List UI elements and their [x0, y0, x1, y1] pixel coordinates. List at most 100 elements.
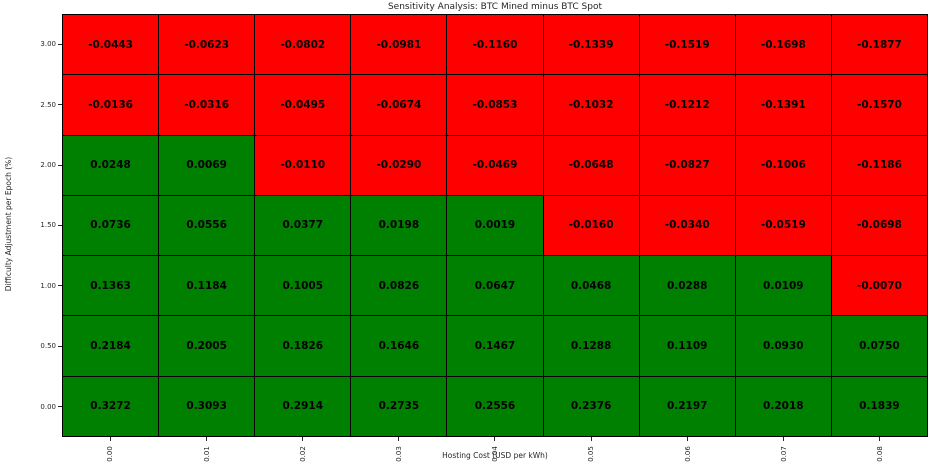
plot-area: -0.0443 -0.0623 -0.0802 -0.0981 -0.1160 -0.13… [62, 14, 928, 437]
heatmap-cell: -0.0853 [447, 75, 543, 135]
heatmap-cell: -0.1877 [831, 15, 927, 75]
y-tick-mark [58, 345, 62, 347]
heatmap-cell: 0.1005 [255, 256, 351, 316]
heatmap-cell: 0.2018 [735, 376, 831, 436]
heatmap-cell: 0.3093 [159, 376, 255, 436]
y-tick: 1.00 [0, 256, 62, 316]
heatmap-cell: -0.1212 [639, 75, 735, 135]
heatmap-cell: -0.1570 [831, 75, 927, 135]
heatmap-cell: -0.0340 [639, 195, 735, 256]
y-tick-label: 0.00 [40, 402, 56, 411]
heatmap-cell: -0.0519 [735, 195, 831, 256]
heatmap-cell: 0.0736 [63, 195, 159, 256]
heatmap-cell: -0.0316 [159, 75, 255, 135]
x-tick: 0.08 [832, 437, 928, 465]
y-tick: 1.50 [0, 195, 62, 255]
heatmap-cell: 0.2376 [543, 376, 639, 436]
y-tick-label: 1.00 [40, 281, 56, 290]
heatmap-cell: 0.0377 [255, 195, 351, 256]
x-tick-mark [398, 437, 400, 441]
heatmap-cell: 0.0750 [831, 316, 927, 376]
y-tick: 0.00 [0, 377, 62, 437]
x-tick-mark [783, 437, 785, 441]
heatmap-cell: -0.1698 [735, 15, 831, 75]
heatmap-cell: 0.1467 [447, 316, 543, 376]
x-tick-mark [590, 437, 592, 441]
heatmap-cell: 0.2914 [255, 376, 351, 436]
heatmap-cell: -0.0160 [543, 195, 639, 256]
heatmap-cell: 0.1184 [159, 256, 255, 316]
y-tick-label: 1.50 [40, 221, 56, 230]
y-tick: 2.50 [0, 74, 62, 134]
heatmap-cell: -0.0110 [255, 135, 351, 195]
y-tick-label: 0.50 [40, 342, 56, 351]
heatmap-cell: 0.0069 [159, 135, 255, 195]
y-tick-mark [58, 164, 62, 166]
heatmap-cell: 0.0468 [543, 256, 639, 316]
x-tick-mark [302, 437, 304, 441]
heatmap-cell: 0.0019 [447, 195, 543, 256]
heatmap-cell: 0.1288 [543, 316, 639, 376]
x-tick-mark [494, 437, 496, 441]
heatmap-cell: 0.0288 [639, 256, 735, 316]
y-tick-label: 3.00 [40, 40, 56, 49]
heatmap-cell: 0.1646 [351, 316, 447, 376]
heatmap-cell: 0.3272 [63, 376, 159, 436]
heatmap-cell: -0.0290 [351, 135, 447, 195]
x-tick-mark [109, 437, 111, 441]
x-tick: 0.01 [158, 437, 254, 465]
heatmap-cell: 0.1826 [255, 316, 351, 376]
x-tick: 0.02 [254, 437, 350, 465]
y-tick-mark [58, 285, 62, 287]
x-axis-label: Hosting Cost (USD per kWh) [442, 451, 548, 460]
y-tick: 2.00 [0, 135, 62, 195]
heatmap-cell: 0.2556 [447, 376, 543, 436]
y-tick-mark [58, 224, 62, 226]
y-tick-mark [58, 406, 62, 408]
x-tick: 0.05 [543, 437, 639, 465]
heatmap-cell: 0.1363 [63, 256, 159, 316]
heatmap-cell: 0.0930 [735, 316, 831, 376]
heatmap-cell: -0.0674 [351, 75, 447, 135]
heatmap-cell: -0.1339 [543, 15, 639, 75]
heatmap-cell: -0.1006 [735, 135, 831, 195]
heatmap-cell: -0.1032 [543, 75, 639, 135]
heatmap-cell: 0.2184 [63, 316, 159, 376]
heatmap-cell: 0.2197 [639, 376, 735, 436]
y-tick-label: 2.00 [40, 161, 56, 170]
y-tick: 0.50 [0, 316, 62, 376]
x-tick-mark [205, 437, 207, 441]
y-tick-label: 2.50 [40, 100, 56, 109]
heatmap-cell: 0.2735 [351, 376, 447, 436]
y-axis-ticks: 3.00 2.50 2.00 1.50 1.00 0.50 0.00 [0, 14, 62, 437]
heatmap-cell: 0.0109 [735, 256, 831, 316]
y-tick: 3.00 [0, 14, 62, 74]
heatmap-cell: -0.0469 [447, 135, 543, 195]
heatmap-cell: -0.1519 [639, 15, 735, 75]
heatmap-cell: -0.0136 [63, 75, 159, 135]
x-tick: 0.03 [351, 437, 447, 465]
x-tick: 0.06 [639, 437, 735, 465]
heatmap-cell: -0.0981 [351, 15, 447, 75]
x-axis-ticks: 0.00 0.01 0.02 0.03 0.04 0.05 0.06 0.07 0.08 [62, 437, 928, 465]
heatmap-cell: 0.1839 [831, 376, 927, 436]
heatmap-cell: 0.2005 [159, 316, 255, 376]
y-tick-mark [58, 104, 62, 106]
x-tick: 0.04 [447, 437, 543, 465]
y-tick-mark [58, 43, 62, 45]
heatmap-cell: -0.0802 [255, 15, 351, 75]
x-tick: 0.07 [736, 437, 832, 465]
heatmap-grid: -0.0443 -0.0623 -0.0802 -0.0981 -0.1160 -0.13… [62, 14, 928, 437]
chart-title: Sensitivity Analysis: BTC Mined minus BT… [387, 2, 603, 12]
heatmap-cell: 0.0248 [63, 135, 159, 195]
x-tick-mark [879, 437, 881, 441]
heatmap-cell: -0.0495 [255, 75, 351, 135]
heatmap-cell: -0.0623 [159, 15, 255, 75]
heatmap-cell: 0.0556 [159, 195, 255, 256]
heatmap-cell: -0.0648 [543, 135, 639, 195]
heatmap-cell: -0.0070 [831, 256, 927, 316]
heatmap-cell: -0.0698 [831, 195, 927, 256]
heatmap-cell: 0.0647 [447, 256, 543, 316]
x-tick-mark [686, 437, 688, 441]
